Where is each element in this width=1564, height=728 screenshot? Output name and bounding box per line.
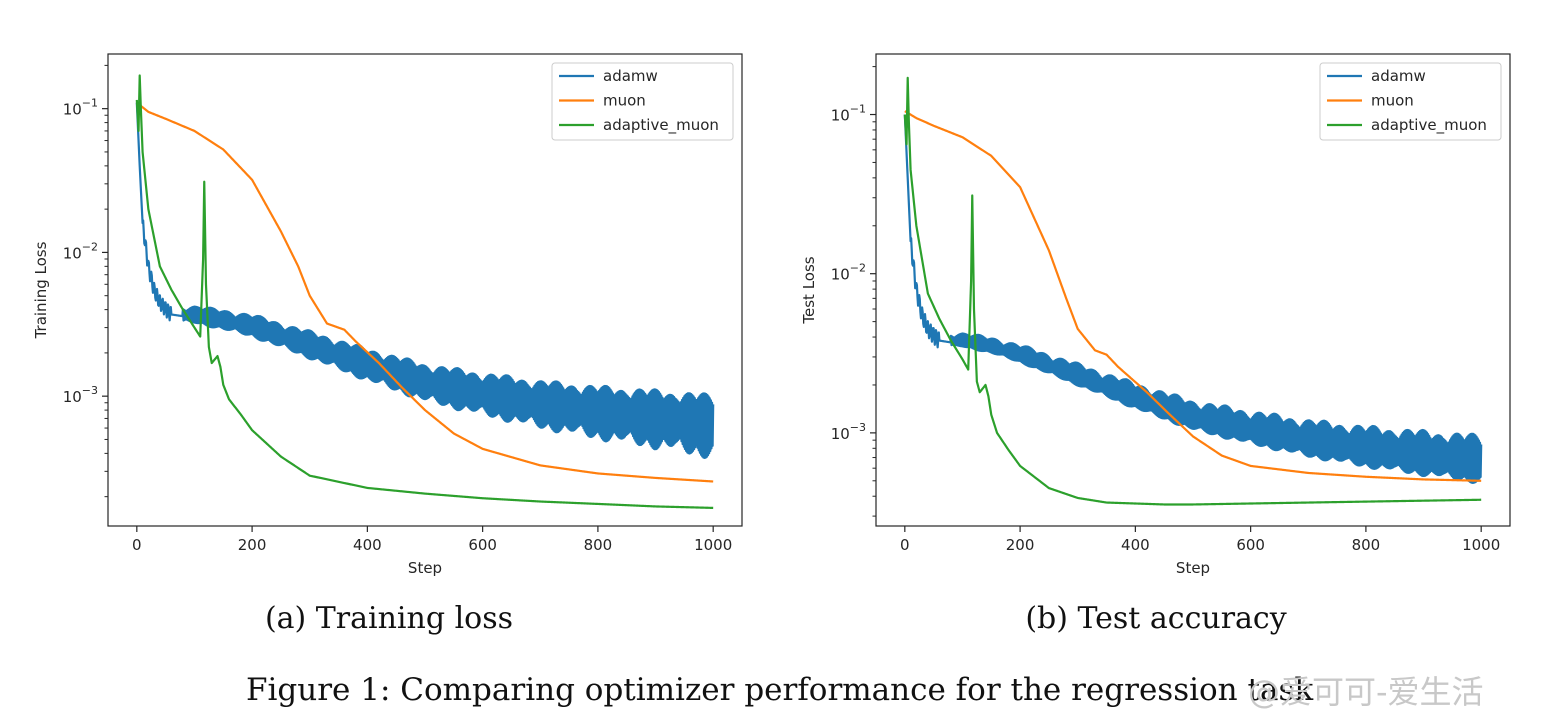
figure-caption: Figure 1: Comparing optimizer performanc… <box>246 672 1313 708</box>
legend-label-muon: muon <box>603 92 646 110</box>
x-tick-label: 200 <box>238 536 267 554</box>
x-tick-label: 200 <box>1006 536 1035 554</box>
series-line-adamw <box>903 114 1483 484</box>
x-tick-label: 1000 <box>1462 536 1500 554</box>
panel-training-loss: 0 200 400 600 800 1000 10−3 10−2 10−1 Step Trainin… <box>32 53 743 577</box>
x-tick-label: 600 <box>468 536 497 554</box>
x-axis-label: Step <box>1176 559 1210 577</box>
legend-label-adaptive_muon: adaptive_muon <box>603 116 719 135</box>
watermark: @爱可可-爱生活 <box>1248 673 1484 711</box>
legend-label-adamw: adamw <box>603 67 658 85</box>
x-tick-label: 0 <box>132 536 142 554</box>
y-axis-label: Test Loss <box>800 256 818 324</box>
x-tick-label: 600 <box>1236 536 1265 554</box>
legend-label-adamw: adamw <box>1371 67 1426 85</box>
y-tick-label: 10−3 <box>831 421 866 443</box>
x-tick-label: 400 <box>1121 536 1150 554</box>
legend-box <box>1319 62 1502 141</box>
series-line-muon <box>136 101 714 483</box>
x-tick-label: 400 <box>353 536 382 554</box>
series-line-muon <box>904 110 1482 482</box>
series-line-adaptive_muon <box>135 74 714 510</box>
x-tick-label: 800 <box>1352 536 1381 554</box>
axes-frame <box>107 53 743 527</box>
legend-label-muon: muon <box>1371 92 1414 110</box>
y-tick-label: 10−3 <box>63 384 98 406</box>
legend-label-adaptive_muon: adaptive_muon <box>1371 116 1487 135</box>
y-tick-label: 10−1 <box>63 97 98 119</box>
subcaption-b: (b) Test accuracy <box>1025 601 1286 636</box>
y-tick-label: 10−2 <box>831 262 866 284</box>
y-tick-label: 10−2 <box>63 240 98 262</box>
y-axis-label: Training Loss <box>32 241 50 339</box>
legend: adamw muon adaptive_muon <box>1319 62 1502 141</box>
legend-box <box>551 62 734 141</box>
legend: adamw muon adaptive_muon <box>551 62 734 141</box>
x-tick-label: 0 <box>900 536 910 554</box>
x-tick-label: 1000 <box>694 536 732 554</box>
subcaption-a: (a) Training loss <box>265 601 513 636</box>
x-tick-label: 800 <box>584 536 613 554</box>
y-tick-label: 10−1 <box>831 103 866 125</box>
x-axis-label: Step <box>408 559 442 577</box>
series-line-adamw <box>135 102 715 459</box>
series-line-adaptive_muon <box>903 76 1482 506</box>
axes-frame <box>875 53 1511 527</box>
panel-test-loss: 0 200 400 600 800 1000 10−3 10−2 10−1 Step Test Lo… <box>800 53 1511 577</box>
